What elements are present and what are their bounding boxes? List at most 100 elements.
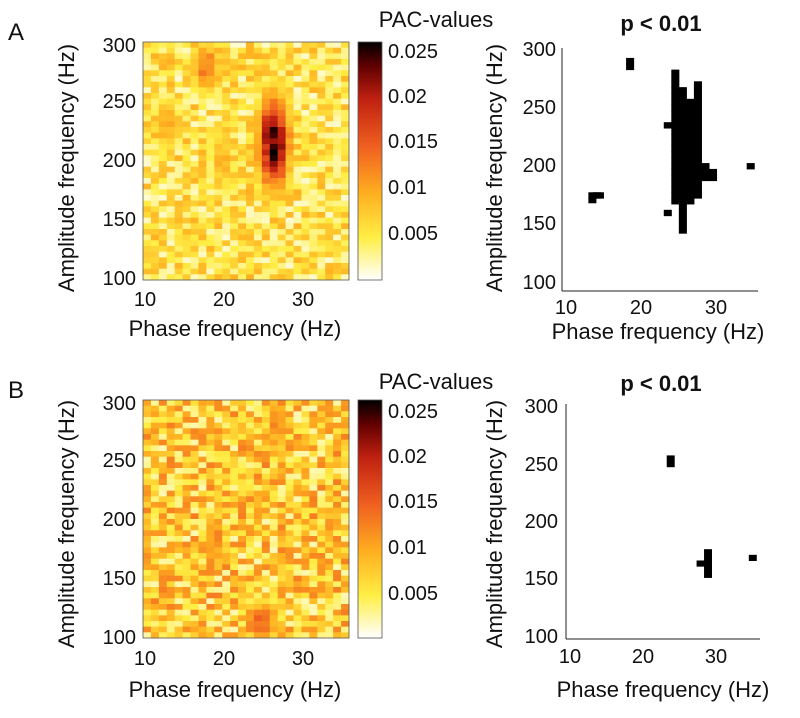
heatmap-cell	[198, 473, 207, 480]
significant-bin	[686, 174, 695, 182]
heatmap-cell	[341, 178, 350, 185]
heatmap-cell	[301, 541, 310, 548]
significant-bin	[663, 122, 672, 129]
heatmap-cell	[309, 47, 318, 54]
heatmap-cell	[317, 439, 326, 446]
heatmap-cell	[285, 138, 294, 145]
heatmap-cell	[230, 138, 239, 145]
heatmap-cell	[246, 251, 255, 258]
heatmap-cell	[325, 400, 334, 407]
heatmap-cell	[261, 592, 271, 599]
heatmap-cell	[261, 428, 271, 435]
heatmap-cell	[285, 598, 294, 605]
heatmap-cell	[230, 587, 239, 594]
heatmap-cell	[325, 547, 334, 554]
heatmap-cell	[277, 64, 287, 71]
heatmap-cell	[190, 274, 199, 281]
heatmap-cell	[222, 47, 231, 54]
heatmap-cell	[277, 246, 287, 253]
heatmap-cell	[238, 81, 247, 88]
heatmap-cell	[182, 81, 191, 88]
heatmap-cell	[325, 172, 334, 179]
heatmap-cell	[277, 155, 287, 162]
heatmap-cell	[309, 405, 318, 412]
heatmap-cell	[341, 195, 350, 202]
heatmap-cell	[301, 479, 310, 486]
heatmap-cell	[309, 200, 318, 207]
heatmap-cell	[309, 178, 318, 185]
heatmap-cell	[174, 400, 184, 407]
heatmap-cell	[174, 524, 184, 531]
heatmap-cell	[253, 417, 263, 424]
colorbar-a-title: PAC-values	[379, 7, 494, 32]
heatmap-cell	[309, 417, 318, 424]
heatmap-cell	[150, 178, 160, 185]
heatmap-cell	[238, 240, 247, 247]
heatmap-cell	[214, 47, 223, 54]
heatmap-cell	[166, 189, 176, 196]
heatmap-cell	[174, 189, 184, 196]
heatmap-cell	[230, 81, 239, 88]
heatmap-cell	[301, 110, 310, 117]
heatmap-cell	[182, 121, 191, 128]
heatmap-cell	[301, 155, 310, 162]
heatmap-cell	[253, 138, 263, 145]
heatmap-cell	[269, 189, 279, 196]
heatmap-cell	[214, 149, 223, 156]
heatmap-cell	[277, 445, 287, 452]
heatmap-cell	[150, 206, 160, 213]
heatmap-cell	[269, 251, 279, 258]
heatmap-cell	[333, 570, 342, 577]
heatmap-cell	[166, 581, 176, 588]
heatmap-cell	[253, 217, 263, 224]
heatmap-cell	[325, 98, 334, 105]
heatmap-cell	[158, 400, 168, 407]
heatmap-cell	[182, 70, 191, 77]
heatmap-cell	[238, 138, 247, 145]
heatmap-cell	[285, 121, 294, 128]
heatmap-cell	[230, 212, 239, 219]
heatmap-cell	[238, 155, 247, 162]
heatmap-cell	[190, 161, 199, 168]
heatmap-cell	[253, 229, 263, 236]
heatmap-cell	[285, 439, 294, 446]
heatmap-cell	[206, 558, 215, 565]
heatmap-cell	[174, 206, 184, 213]
heatmap-cell	[293, 609, 302, 616]
heatmap-cell	[261, 502, 271, 509]
heatmap-cell	[222, 81, 231, 88]
heatmap-cell	[182, 263, 191, 270]
heatmap-cell	[277, 587, 287, 594]
heatmap-cell	[174, 268, 184, 275]
heatmap-cell	[277, 485, 287, 492]
heatmap-cell	[333, 598, 342, 605]
heatmap-cell	[222, 183, 231, 190]
heatmap-cell	[293, 189, 302, 196]
heatmap-cell	[253, 632, 263, 639]
heatmap-cell	[143, 473, 152, 480]
heatmap-cell	[150, 121, 160, 128]
heatmap-cell	[214, 604, 223, 611]
heatmap-cell	[222, 473, 231, 480]
heatmap-cell	[166, 473, 176, 480]
heatmap-cell	[325, 592, 334, 599]
heatmap-cell	[174, 161, 184, 168]
heatmap-cell	[261, 47, 271, 54]
heatmap-cell	[269, 490, 279, 497]
heatmap-cell	[253, 609, 263, 616]
heatmap-cell	[143, 502, 152, 509]
heatmap-cell	[222, 223, 231, 230]
heatmap-cell	[222, 166, 231, 173]
heatmap-cell	[277, 240, 287, 247]
heatmap-cell	[222, 462, 231, 469]
heatmap-cell	[143, 166, 152, 173]
heatmap-cell	[174, 155, 184, 162]
heatmap-cell	[143, 223, 152, 230]
heatmap-cell	[222, 621, 231, 628]
heatmap-cell	[253, 161, 263, 168]
heatmap-cell	[158, 456, 168, 463]
heatmap-cell	[182, 206, 191, 213]
heatmap-cell	[198, 502, 207, 509]
heatmap-cell	[246, 42, 255, 49]
heatmap-cell	[214, 502, 223, 509]
